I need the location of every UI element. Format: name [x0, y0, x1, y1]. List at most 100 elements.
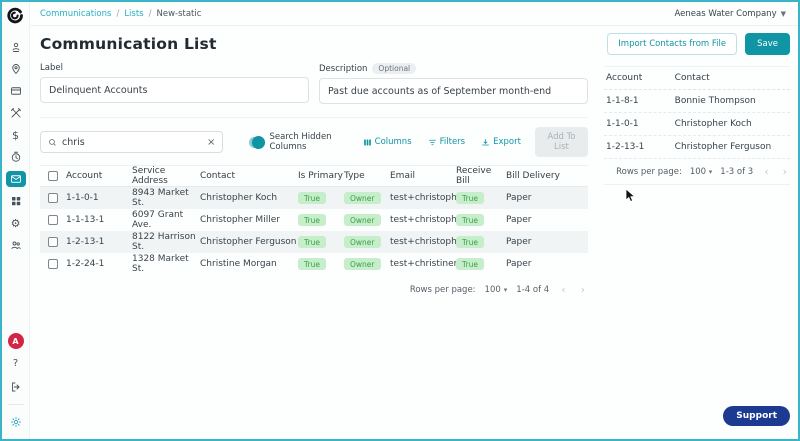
page-size-select[interactable]: 100 ▾ [690, 167, 712, 177]
breadcrumb-communications[interactable]: Communications [40, 8, 112, 19]
save-button[interactable]: Save [745, 33, 790, 55]
receive-bill-badge: True [456, 258, 484, 270]
toggle-label: Search Hidden Columns [269, 132, 332, 152]
cell-account: 1-2-13-1 [66, 237, 105, 247]
topbar: Communications / Lists / New-static Aene… [30, 2, 798, 26]
type-badge: Owner [344, 258, 381, 270]
description-input[interactable] [319, 78, 588, 104]
table-row[interactable]: 1-1-0-1 8943 Market St. Christopher Koch… [40, 187, 588, 209]
sidebar-item-communications[interactable] [5, 171, 26, 187]
col-service-address[interactable]: Service Address [132, 166, 168, 186]
cell-bill-delivery: Paper [506, 215, 532, 225]
search-hidden-columns-toggle[interactable]: Search Hidden Columns [249, 132, 346, 152]
cell-bill-delivery: Paper [506, 237, 532, 247]
contacts-table: Account Service Address Contact Is Prima… [40, 165, 588, 275]
company-selector[interactable]: Aeneas Water Company ▼ [674, 9, 786, 19]
sidebar-item-billing[interactable] [6, 83, 26, 99]
cell-email: test+christinemorg... [390, 259, 456, 269]
columns-icon [363, 139, 371, 145]
filters-label: Filters [439, 137, 466, 147]
sidebar-item-customers[interactable] [6, 237, 26, 253]
cell-account: 1-1-8-1 [606, 96, 639, 106]
card-icon [10, 87, 21, 95]
col-bill-delivery[interactable]: Bill Delivery [506, 171, 560, 181]
list-item[interactable]: 1-1-0-1 Christopher Koch [604, 113, 790, 136]
sidebar-divider [7, 404, 24, 405]
is-primary-badge: True [298, 192, 326, 204]
type-badge: Owner [344, 236, 381, 248]
prev-page-button[interactable]: ‹ [764, 165, 769, 178]
add-to-list-button[interactable]: Add To List [534, 127, 588, 157]
page-range: 1-4 of 4 [516, 284, 550, 295]
row-checkbox[interactable] [48, 215, 58, 225]
next-page-button[interactable]: › [580, 283, 585, 296]
page-size-value: 100 [484, 284, 501, 295]
columns-button[interactable]: Columns [363, 137, 412, 147]
sidebar-item-service[interactable] [6, 105, 26, 121]
next-page-button[interactable]: › [782, 165, 787, 178]
cell-service-address: 6097 Grant Ave. [132, 210, 184, 230]
toggle-switch[interactable] [249, 135, 265, 149]
row-checkbox[interactable] [48, 259, 58, 269]
import-contacts-button[interactable]: Import Contacts from File [607, 33, 738, 55]
prev-page-button[interactable]: ‹ [561, 283, 566, 296]
sidebar-item-payments[interactable]: $ [12, 128, 19, 142]
col-account[interactable]: Account [66, 171, 103, 181]
search-input[interactable] [62, 136, 202, 148]
chevron-down-icon: ▼ [780, 9, 786, 18]
col-type[interactable]: Type [344, 171, 365, 181]
label-input[interactable] [40, 77, 309, 103]
cell-account: 1-1-0-1 [66, 193, 99, 203]
list-item[interactable]: 1-2-13-1 Christopher Ferguson [604, 136, 790, 159]
col-is-primary[interactable]: Is Primary [298, 171, 343, 181]
sidebar-item-account[interactable] [6, 39, 26, 55]
row-checkbox[interactable] [48, 237, 58, 247]
page-size-value: 100 [689, 166, 707, 177]
sidebar-item-schedule[interactable] [6, 149, 26, 165]
help-icon[interactable]: ? [12, 358, 19, 369]
is-primary-badge: True [298, 236, 326, 248]
cell-contact: Bonnie Thompson [674, 96, 756, 106]
export-button[interactable]: Export [481, 137, 521, 147]
sidebar-item-settings[interactable]: ⚙ [10, 216, 21, 230]
company-name: Aeneas Water Company [674, 8, 777, 19]
clock-icon [11, 151, 20, 162]
table-toolbar: × Search Hidden Columns Columns Filters [40, 118, 588, 165]
main-panel: Communication List Label Description Opt… [40, 26, 588, 439]
col-account[interactable]: Account [606, 73, 643, 83]
col-contact[interactable]: Contact [200, 171, 236, 181]
table-row[interactable]: 1-2-24-1 1328 Market St. Christine Morga… [40, 253, 588, 275]
location-pin-icon [11, 64, 20, 74]
description-field-group: Description Optional [319, 63, 588, 104]
table-pagination: Rows per page: 100 ▾ 1-4 of 4 ‹ › [40, 283, 588, 296]
list-members-table: Account Contact 1-1-8-1 Bonnie Thompson … [604, 66, 790, 185]
sidebar-item-apps[interactable] [6, 193, 26, 209]
list-preview-panel: Import Contacts from File Save Account C… [604, 26, 790, 439]
support-button[interactable]: Support [723, 406, 790, 426]
avatar[interactable]: A [7, 333, 24, 349]
filters-button[interactable]: Filters [428, 137, 465, 147]
table-row[interactable]: 1-1-13-1 6097 Grant Ave. Christopher Mil… [40, 209, 588, 231]
select-all-checkbox[interactable] [48, 171, 58, 181]
clear-search-icon[interactable]: × [206, 136, 216, 148]
table-row[interactable]: 1-2-13-1 8122 Harrison St. Christopher F… [40, 231, 588, 253]
sun-icon[interactable] [6, 414, 26, 430]
search-box[interactable]: × [40, 131, 224, 153]
label-field-label: Label [40, 63, 63, 73]
list-item[interactable]: 1-1-8-1 Bonnie Thompson [604, 90, 790, 113]
people-icon [11, 241, 21, 249]
col-email[interactable]: Email [390, 171, 415, 181]
sidebar-item-locations[interactable] [6, 61, 26, 77]
logo-icon [7, 7, 23, 24]
breadcrumb-lists[interactable]: Lists [124, 8, 144, 19]
col-contact[interactable]: Contact [674, 73, 710, 83]
chevron-down-icon: ▾ [708, 167, 713, 176]
row-checkbox[interactable] [48, 193, 58, 203]
rows-per-page-label: Rows per page: [616, 166, 682, 177]
user-icon [12, 42, 19, 52]
col-receive-bill[interactable]: Receive Bill [456, 166, 492, 186]
label-field-group: Label [40, 63, 309, 104]
page-size-select[interactable]: 100 ▾ [485, 285, 508, 295]
logout-icon[interactable] [6, 379, 26, 395]
